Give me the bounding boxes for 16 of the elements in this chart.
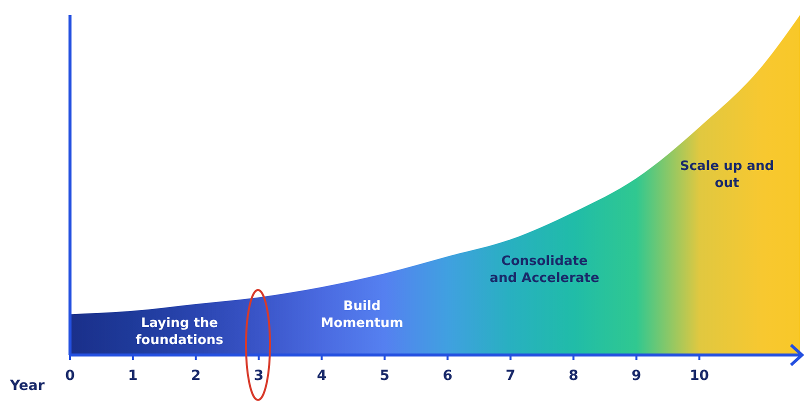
x-tick-label: 8 bbox=[568, 368, 578, 384]
annotation: Consolidate and Accelerate bbox=[488, 253, 600, 288]
x-tick-label: 3 bbox=[254, 368, 264, 384]
annotation: Build Momentum bbox=[320, 298, 404, 332]
x-tick-label: 2 bbox=[190, 368, 201, 384]
x-axis-title: Year bbox=[10, 378, 45, 394]
annotation: Scale up and out bbox=[678, 158, 776, 192]
annotation: Laying the foundations bbox=[134, 315, 224, 349]
x-tick-label: 6 bbox=[442, 368, 452, 384]
x-tick-label: 10 bbox=[690, 368, 710, 384]
x-tick-label: 5 bbox=[380, 368, 390, 384]
x-tick-label: 9 bbox=[632, 368, 642, 384]
x-tick-label: 0 bbox=[65, 368, 76, 384]
x-tick-label: 7 bbox=[506, 368, 516, 384]
x-tick-label: 1 bbox=[128, 368, 138, 384]
x-tick-label: 4 bbox=[316, 368, 327, 384]
